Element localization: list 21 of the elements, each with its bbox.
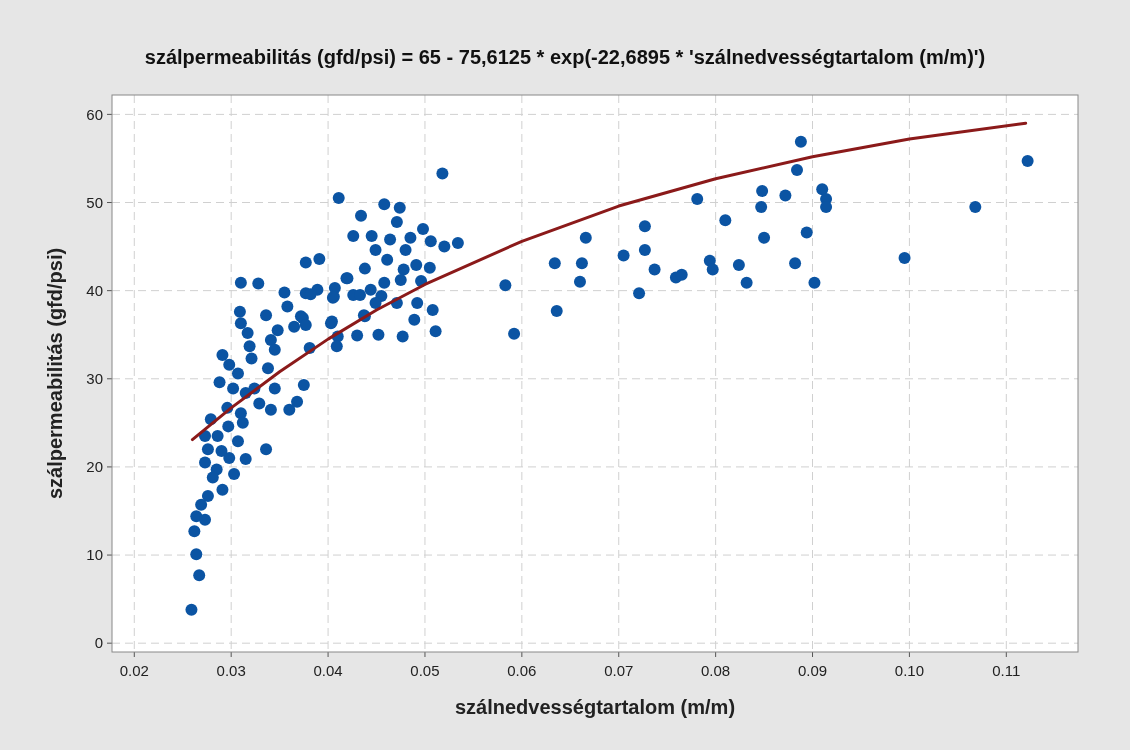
x-tick-label: 0.07 <box>604 662 634 679</box>
x-tick-label: 0.03 <box>216 662 246 679</box>
x-tick-label: 0.02 <box>119 662 149 679</box>
x-axis-title: szálnedvességtartalom (m/m) <box>454 696 736 718</box>
chart-title: szálpermeabilitás (gfd/psi) = 65 - 75,6125 * exp(-22,6895 * 'szálnedvességtartalom (m/m)') <box>144 46 986 68</box>
x-tick-label: 0.06 <box>507 662 537 679</box>
y-tick-label: 10 <box>86 546 103 564</box>
y-tick-label: 20 <box>86 458 103 476</box>
y-tick-label: 0 <box>94 634 103 652</box>
x-tick-label: 0.11 <box>992 662 1021 679</box>
y-tick-label: 40 <box>86 281 103 299</box>
x-tick-label: 0.09 <box>797 662 828 679</box>
y-tick-label: 30 <box>86 370 103 388</box>
y-tick-label: 60 <box>86 105 103 123</box>
x-tick-label: 0.04 <box>313 662 343 679</box>
y-axis-title: szálpermeabilitás (gfd/psi) <box>44 247 66 500</box>
y-tick-label: 50 <box>86 193 103 211</box>
line-series <box>190 121 1028 442</box>
x-tick-label: 0.08 <box>701 662 731 679</box>
x-tick-label: 0.10 <box>894 662 925 679</box>
x-tick-label: 0.05 <box>410 662 440 679</box>
